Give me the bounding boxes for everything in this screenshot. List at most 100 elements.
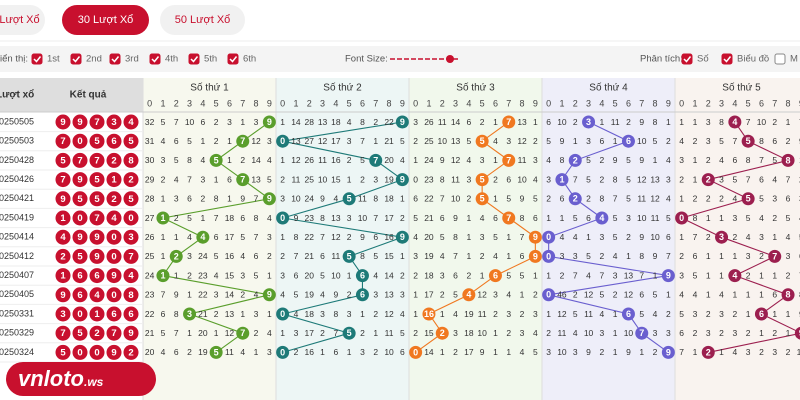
gap-count: 1 [227,194,232,204]
gap-count: 13 [384,290,394,300]
result-ball [89,268,105,284]
hit-count: 9 [400,174,405,184]
gap-count: 5 [254,270,259,280]
result-digit: 2 [111,194,116,205]
tab[interactable] [160,5,245,35]
gap-count: 15 [225,270,235,280]
tab[interactable] [62,5,149,35]
gap-count: 2 [613,290,618,300]
checkbox[interactable] [681,53,693,65]
hit-marker [754,307,768,321]
digit-header: 3 [586,98,591,108]
gap-count: 8 [653,117,658,127]
hit-count: 6 [493,270,498,280]
hit-count: 6 [626,309,631,319]
gap-count: 1 [772,270,777,280]
gap-count: 7 [360,136,365,146]
tab[interactable] [0,5,45,35]
gap-count: 3 [693,309,698,319]
group-header: Số thứ 5 [722,82,761,94]
gap-count: 2 [187,270,192,280]
gap-count: 1 [772,232,777,242]
gap-count: 5 [799,232,800,242]
gap-count: 20 [424,232,434,242]
gap-count: 10 [517,174,527,184]
gap-count: 14 [225,290,235,300]
result-digit: 5 [60,155,66,166]
gap-count: 5 [626,155,631,165]
gap-count: 17 [424,290,434,300]
result-ball [89,172,105,188]
header-bg [0,78,143,112]
hit-count: 0 [546,290,551,300]
gap-count: 2 [746,328,751,338]
checkbox[interactable] [774,53,786,65]
gap-count: 18 [331,117,341,127]
gap-count: 7 [320,232,325,242]
gap-count: 7 [759,155,764,165]
gap-count: 2 [626,117,631,127]
hit-count: 5 [214,155,219,165]
gap-count: 4 [240,347,245,357]
digit-header: 3 [719,98,724,108]
gap-count: 1 [706,290,711,300]
gap-count: 16 [384,232,394,242]
gap-count: 4 [161,347,166,357]
hit-marker [781,153,795,167]
filter-label: Font Size: [345,54,388,65]
digit-header: 9 [267,98,272,108]
hit-marker [502,211,516,225]
gap-count: 3 [347,136,352,146]
draw-date: 0250503 [0,136,34,146]
gap-count: 1 [240,117,245,127]
hit-count: 16 [424,309,434,319]
hit-marker [395,115,409,129]
gap-count: 1 [161,232,166,242]
result-ball [123,191,139,207]
slider-knob[interactable] [446,55,454,63]
gap-count: 1 [586,232,591,242]
gap-count: 4 [693,290,698,300]
gap-count: 5 [187,136,192,146]
gap-count: 3 [719,309,724,319]
hit-count: 0 [280,347,285,357]
logo[interactable]: vnloto.ws [6,362,156,396]
result-ball [123,325,139,341]
checkbox[interactable] [227,53,239,65]
gap-count: 1 [480,270,485,280]
gap-count: 7 [732,136,737,146]
gap-count: 5 [161,117,166,127]
gap-count: 1 [227,155,232,165]
result-ball [106,229,122,245]
gap-count: 4 [560,232,565,242]
gap-count: 4 [679,136,684,146]
gap-count: 4 [480,213,485,223]
gap-count: 6 [240,213,245,223]
result-ball [72,325,88,341]
gap-count: 4 [347,117,352,127]
gap-count: 2 [506,328,511,338]
checkbox[interactable] [149,53,161,65]
checkbox[interactable] [109,53,121,65]
tab-label: Lượt Xổ [0,14,40,26]
result-ball [89,210,105,226]
result-ball [55,248,71,264]
gap-count: 5 [546,136,551,146]
gap-count: 7 [573,270,578,280]
gap-count: 3 [706,117,711,127]
checkbox[interactable] [721,53,733,65]
gap-count: 8 [214,194,219,204]
gap-count: 18 [225,213,235,223]
checkbox[interactable] [70,53,82,65]
gap-count: 6 [520,251,525,261]
gap-count: 27 [145,213,155,223]
checkbox[interactable] [31,53,43,65]
gap-count: 5 [613,232,618,242]
hit-count: 0 [679,213,684,223]
gap-count: 1 [573,136,578,146]
gap-count: 10 [477,328,487,338]
gap-count: 4 [653,309,658,319]
gap-count: 16 [331,155,341,165]
digit-header: 0 [679,98,684,108]
checkbox[interactable] [188,53,200,65]
